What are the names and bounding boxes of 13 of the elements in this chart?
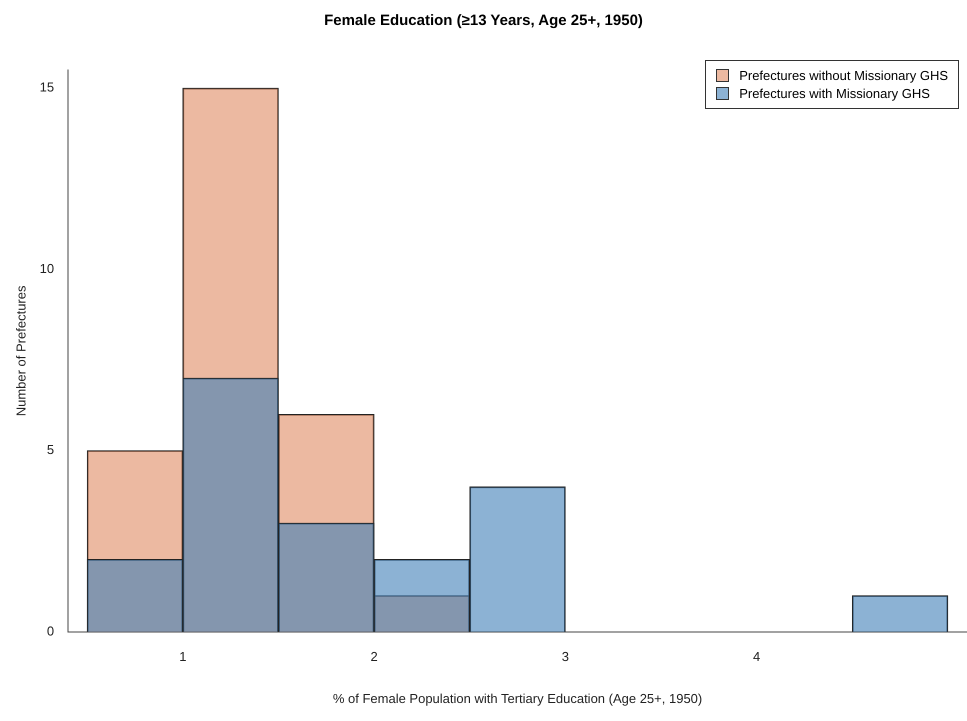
chart-title: Female Education (≥13 Years, Age 25+, 1950): [323, 12, 644, 29]
legend-label: Prefectures without Missionary GHS: [739, 68, 948, 83]
x-axis-title: % of Female Population with Tertiary Education (Age 25+, 1950): [332, 690, 702, 706]
y-tick-label: 10: [40, 260, 54, 276]
y-axis-title: Number of Prefectures: [13, 285, 28, 416]
x-tick-label: 1: [179, 649, 186, 664]
x-tick-label: 4: [752, 649, 760, 664]
legend-label: Prefectures with Missionary GHS: [739, 86, 930, 101]
y-tick-label: 5: [46, 442, 54, 458]
x-tick-label: 2: [370, 649, 378, 664]
x-tick-label: 3: [562, 649, 569, 664]
y-tick-label: 0: [46, 623, 54, 638]
y-tick-label: 15: [40, 80, 54, 95]
